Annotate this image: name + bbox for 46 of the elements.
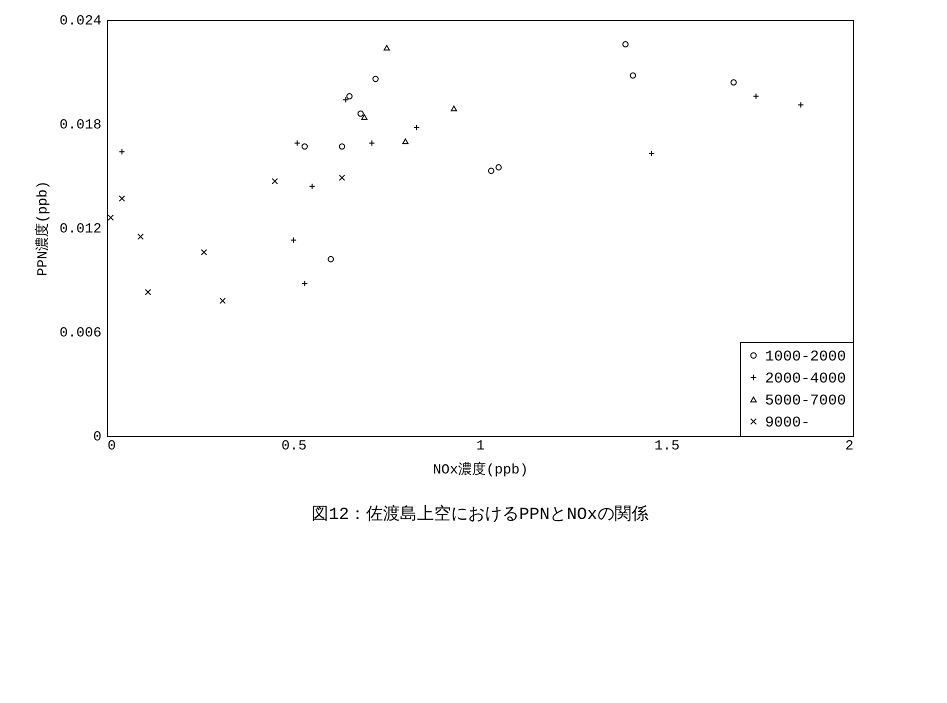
point [302,143,308,150]
point [272,178,278,184]
point [361,114,368,120]
point [108,214,114,221]
point [294,140,300,146]
x-tick-label: 0.5 [281,438,307,454]
point [137,234,144,240]
point [338,174,346,181]
point [338,143,346,150]
y-axis-title: PPN濃度(ppb) [34,180,52,276]
y-tick-label: 0.006 [59,326,102,342]
point [219,298,226,304]
point [630,72,636,79]
point [144,288,152,296]
point [118,148,126,155]
point [357,110,364,117]
legend-label: 5000-7000 [765,392,846,410]
point [118,195,126,202]
text: 図12：佐渡島上空におけるPPNとNOxの関係 [312,504,648,525]
legend-label: 9000- [765,414,810,432]
x-tick-label: 2 [845,438,854,454]
point [730,79,737,86]
point [488,168,494,174]
legend-label: 1000-2000 [765,348,846,366]
x-tick-label: 1.5 [654,438,680,454]
point [200,249,208,256]
y-tick-label: 0.012 [59,222,102,238]
point [368,140,375,146]
point [622,41,629,48]
point [798,102,804,108]
point [384,44,390,51]
point [346,93,353,100]
point [752,93,760,100]
point [450,106,458,112]
y-tick-label: 0.024 [59,14,102,30]
point [496,164,502,170]
x-axis-title: NOx濃度(ppb) [432,462,528,478]
point [309,183,316,190]
x-tick-label: 0 [108,438,116,454]
point [372,76,379,82]
x-tick-label: 1 [476,438,485,454]
point [328,256,334,262]
y-tick-label: 0.018 [59,118,102,134]
point [402,138,409,144]
legend-label: 2000-4000 [765,370,846,388]
point [342,96,349,103]
